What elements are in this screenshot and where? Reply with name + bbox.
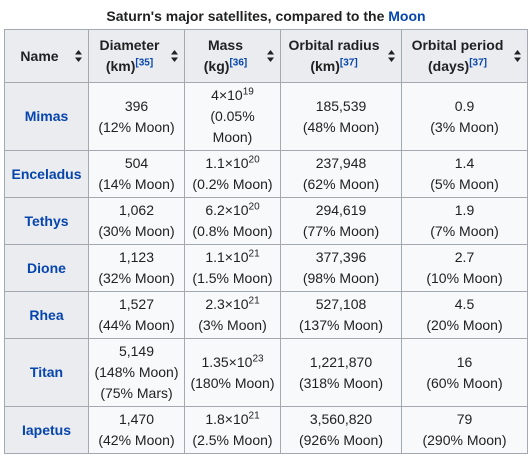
header-label: Mass — [207, 37, 244, 53]
moon-link[interactable]: Moon — [388, 8, 426, 24]
satellite-link[interactable]: Iapetus — [21, 421, 71, 438]
diameter-cell: 1,470 (42% Moon) — [88, 406, 185, 454]
header-label: Orbital radius — [288, 37, 380, 53]
satellite-name-cell: Iapetus — [4, 406, 89, 454]
satellite-link[interactable]: Tethys — [24, 212, 69, 229]
mass-cell: 2.3×1021 (3% Moon) — [184, 291, 281, 339]
satellite-name-cell: Mimas — [4, 82, 89, 151]
orbital-radius-cell: 1,221,870 (318% Moon) — [280, 338, 402, 407]
satellite-link[interactable]: Rhea — [29, 306, 64, 323]
satellite-name-cell: Titan — [4, 338, 89, 407]
citation-link[interactable]: [37] — [339, 57, 358, 69]
table-caption: Saturn's major satellites, compared to t… — [4, 4, 528, 29]
header-unit: (days) — [427, 58, 470, 74]
orbital-period-cell: 1.9 (7% Moon) — [401, 197, 528, 245]
table-row: Enceladus 504 (14% Moon) 1.1×1020 (0.2% Mo… — [4, 150, 528, 198]
satellite-name-cell: Tethys — [4, 197, 89, 245]
sort-arrows-icon[interactable] — [267, 50, 274, 62]
orbital-radius-cell: 527,108 (137% Moon) — [280, 291, 402, 339]
orbital-period-cell: 2.7 (10% Moon) — [401, 244, 528, 292]
satellite-link[interactable]: Mimas — [24, 108, 69, 124]
header-diameter[interactable]: Diameter (km)[35] — [88, 29, 185, 83]
satellite-name-cell: Dione — [4, 244, 89, 292]
orbital-period-cell: 0.9 (3% Moon) — [401, 82, 528, 151]
orbital-period-cell: 4.5 (20% Moon) — [401, 291, 528, 339]
sort-arrows-icon[interactable] — [75, 50, 82, 62]
table-row: Dione 1,123 (32% Moon) 1.1×1021 (1.5% Moon… — [4, 244, 528, 292]
satellites-table: Saturn's major satellites, compared to t… — [4, 4, 528, 454]
citation-link[interactable]: [37] — [469, 57, 488, 69]
diameter-cell: 396 (12% Moon) — [88, 82, 185, 151]
sort-arrows-icon[interactable] — [171, 50, 178, 62]
satellite-name-cell: Rhea — [4, 291, 89, 339]
orbital-radius-cell: 185,539 (48% Moon) — [280, 82, 402, 151]
mass-cell: 1.1×1021 (1.5% Moon) — [184, 244, 281, 292]
orbital-radius-cell: 237,948 (62% Moon) — [280, 150, 402, 198]
table-container: Saturn's major satellites, compared to t… — [4, 4, 528, 454]
header-orbital-radius[interactable]: Orbital radius (km)[37] — [280, 29, 402, 83]
mass-cell: 1.35×1023 (180% Moon) — [184, 338, 281, 407]
sort-arrows-icon[interactable] — [514, 50, 521, 62]
orbital-period-cell: 1.4 (5% Moon) — [401, 150, 528, 198]
satellite-name-cell: Enceladus — [4, 150, 89, 198]
orbital-period-cell: 16 (60% Moon) — [401, 338, 528, 407]
sort-arrows-icon[interactable] — [388, 50, 395, 62]
header-label: Orbital period — [411, 37, 504, 53]
header-mass[interactable]: Mass (kg)[36] — [184, 29, 281, 83]
table-row: Tethys 1,062 (30% Moon) 6.2×1020 (0.8% Moo… — [4, 197, 528, 245]
mass-cell: 1.8×1021 (2.5% Moon) — [184, 406, 281, 454]
table-row: Iapetus 1,470 (42% Moon) 1.8×1021 (2.5% Mo… — [4, 406, 528, 454]
diameter-cell: 1,527 (44% Moon) — [88, 291, 185, 339]
orbital-period-cell: 79 (290% Moon) — [401, 406, 528, 454]
table-row: Mimas 396 (12% Moon) 4×1019 (0.05% Moon) 1… — [4, 82, 528, 151]
diameter-cell: 504 (14% Moon) — [88, 150, 185, 198]
satellite-link[interactable]: Dione — [27, 259, 66, 276]
orbital-radius-cell: 294,619 (77% Moon) — [280, 197, 402, 245]
caption-text: Saturn's major satellites, compared to t… — [106, 8, 389, 24]
citation-link[interactable]: [35] — [135, 57, 154, 69]
diameter-cell: 5,149 (148% Moon) (75% Mars) — [88, 338, 185, 407]
mass-cell: 1.1×1020 (0.2% Moon) — [184, 150, 281, 198]
header-unit: (km) — [105, 58, 136, 74]
satellite-link[interactable]: Titan — [29, 364, 64, 380]
satellite-link[interactable]: Enceladus — [11, 165, 82, 182]
diameter-cell: 1,123 (32% Moon) — [88, 244, 185, 292]
mass-cell: 6.2×1020 (0.8% Moon) — [184, 197, 281, 245]
header-unit: (kg) — [203, 58, 230, 74]
citation-link[interactable]: [36] — [229, 57, 248, 69]
mass-cell: 4×1019 (0.05% Moon) — [184, 82, 281, 151]
header-label: Diameter — [99, 37, 160, 53]
diameter-cell: 1,062 (30% Moon) — [88, 197, 185, 245]
header-orbital-period[interactable]: Orbital period (days)[37] — [401, 29, 528, 83]
header-unit: (km) — [310, 58, 340, 74]
table-row: Titan 5,149 (148% Moon) (75% Mars) 1.35×10… — [4, 338, 528, 407]
orbital-radius-cell: 3,560,820 (926% Moon) — [280, 406, 402, 454]
orbital-radius-cell: 377,396 (98% Moon) — [280, 244, 402, 292]
table-row: Rhea 1,527 (44% Moon) 2.3×1021 (3% Moon) 5… — [4, 291, 528, 339]
header-label: Name — [20, 47, 59, 64]
header-row: Name Diameter (km)[35] Mass (kg)[36] Orb… — [4, 29, 528, 83]
header-name[interactable]: Name — [4, 29, 89, 83]
